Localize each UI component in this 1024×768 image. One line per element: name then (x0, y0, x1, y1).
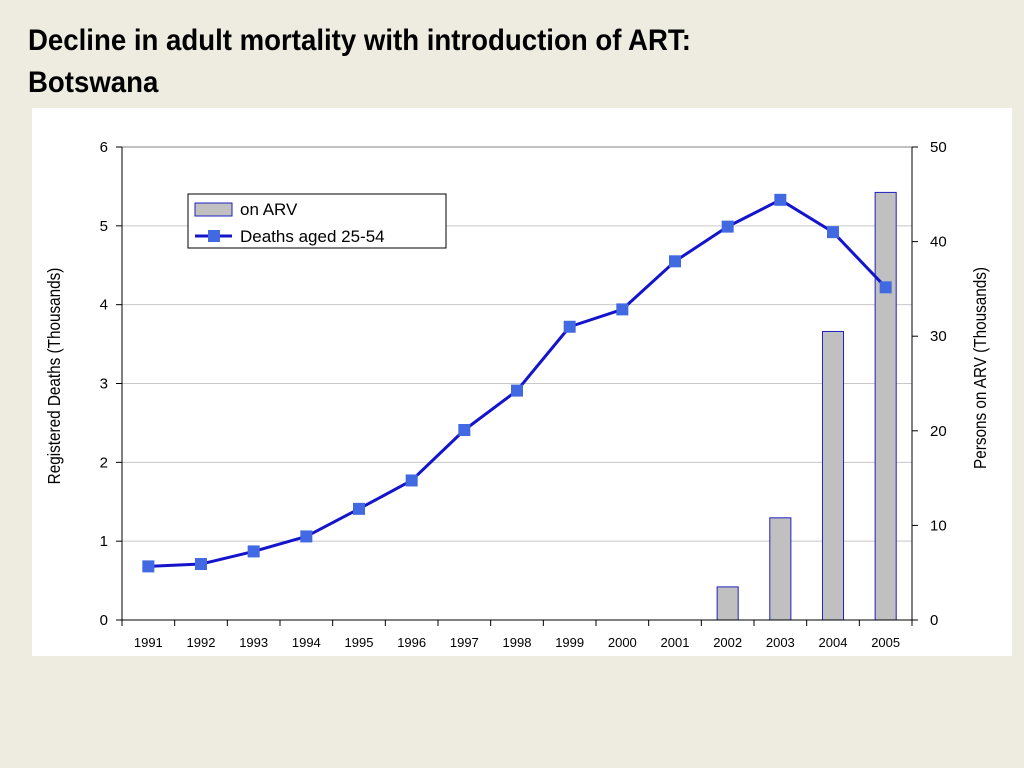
y-left-tick-label-6: 6 (100, 139, 108, 156)
x-tick-label-1993: 1993 (239, 635, 268, 650)
x-tick-label-1999: 1999 (555, 635, 584, 650)
bar-on-arv-2004 (821, 330, 845, 621)
y-right-tick-label-10: 10 (930, 517, 947, 534)
legend-swatch-marker-deaths (208, 230, 220, 242)
x-tick-label-1992: 1992 (187, 635, 216, 650)
x-tick-label-1996: 1996 (397, 635, 426, 650)
x-tick-label-1998: 1998 (503, 635, 532, 650)
x-tick-label-1995: 1995 (345, 635, 374, 650)
marker-deaths-2004 (827, 226, 839, 239)
chart-panel: 0 1 2 3 4 5 6 0 10 20 30 40 50 1991 1992 1993 1994 1995 19… (32, 108, 1012, 656)
y-left-tick-label-1: 1 (100, 533, 108, 550)
bar-on-arv-2003 (769, 517, 792, 621)
legend-label-on-arv: on ARV (240, 200, 298, 219)
legend-label-deaths: Deaths aged 25-54 (240, 227, 385, 246)
slide-title: Decline in adult mortality with introduc… (28, 20, 856, 104)
marker-deaths-1997 (458, 424, 471, 437)
bar-on-arv-2002 (716, 586, 739, 621)
marker-deaths-2002 (721, 220, 734, 233)
y-left-tick-label-0: 0 (100, 612, 108, 629)
marker-deaths-1999 (563, 320, 576, 333)
bar-series-on-arv (716, 191, 897, 621)
y-axis-title-right: Persons on ARV (Thousands) (970, 267, 990, 469)
line-series-deaths (142, 193, 892, 573)
legend-swatch-on-arv (194, 202, 233, 217)
y-axis-title-left: Registered Deaths (Thousands) (44, 268, 64, 485)
y-left-tick-label-2: 2 (100, 454, 108, 471)
chart-svg: 0 1 2 3 4 5 6 0 10 20 30 40 50 1991 1992 1993 1994 1995 19… (44, 139, 990, 650)
bar-on-arv-2005 (874, 191, 897, 621)
y-left-tick-label-3: 3 (100, 376, 108, 393)
marker-deaths-2001 (669, 255, 681, 268)
y-right-tick-label-50: 50 (930, 139, 947, 156)
marker-deaths-1998 (511, 384, 523, 397)
legend: on ARV Deaths aged 25-54 (187, 193, 447, 249)
x-tick-label-1997: 1997 (450, 635, 479, 650)
marker-deaths-1994 (300, 530, 313, 543)
x-tick-label-2002: 2002 (713, 635, 742, 650)
y-right-tick-label-20: 20 (930, 423, 947, 440)
y-right-tick-label-30: 30 (930, 328, 947, 345)
x-tick-label-1994: 1994 (292, 635, 321, 650)
x-tick-label-2005: 2005 (871, 635, 900, 650)
marker-deaths-1993 (247, 545, 260, 558)
marker-deaths-2005 (879, 281, 892, 294)
y-left-tick-label-4: 4 (100, 297, 108, 314)
y-left-tick-label-5: 5 (100, 218, 108, 235)
title-line-1: Decline in adult mortality with introduc… (28, 24, 691, 57)
x-tick-label-2004: 2004 (819, 635, 848, 650)
x-tick-label-1991: 1991 (134, 635, 163, 650)
marker-deaths-1992 (195, 558, 207, 571)
x-tick-label-2000: 2000 (608, 635, 637, 650)
x-tick-label-2003: 2003 (766, 635, 795, 650)
marker-deaths-1996 (405, 474, 418, 487)
axes: 0 1 2 3 4 5 6 0 10 20 30 40 50 1991 1992 1993 1994 1995 19… (100, 139, 947, 650)
x-tick-label-2001: 2001 (661, 635, 690, 650)
y-right-tick-label-0: 0 (930, 612, 938, 629)
marker-deaths-1991 (142, 560, 155, 573)
marker-deaths-2003 (774, 193, 787, 206)
marker-deaths-2000 (616, 303, 629, 316)
marker-deaths-1995 (353, 502, 365, 515)
y-right-tick-label-40: 40 (930, 234, 947, 251)
title-line-2: Botswana (28, 66, 159, 99)
